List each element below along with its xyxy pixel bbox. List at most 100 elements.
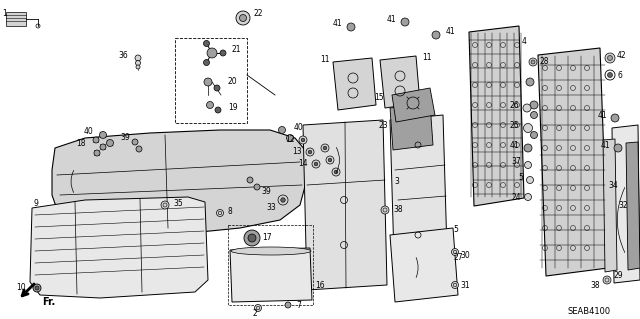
Text: 42: 42 (617, 51, 627, 61)
Bar (6, 12, 26, 26)
Polygon shape (230, 248, 312, 302)
Circle shape (432, 31, 440, 39)
Circle shape (100, 144, 106, 150)
Polygon shape (52, 130, 308, 232)
Polygon shape (538, 48, 608, 276)
Polygon shape (626, 142, 640, 270)
Circle shape (308, 150, 312, 154)
Circle shape (136, 65, 140, 69)
Text: 11: 11 (422, 53, 431, 62)
Polygon shape (390, 228, 458, 302)
Circle shape (527, 176, 534, 183)
Circle shape (136, 146, 142, 152)
Circle shape (248, 234, 256, 242)
Text: 14: 14 (298, 160, 308, 168)
Text: 41: 41 (446, 27, 456, 36)
Text: 28: 28 (540, 57, 550, 66)
Circle shape (347, 23, 355, 31)
Circle shape (334, 170, 338, 174)
Text: 17: 17 (262, 233, 271, 241)
Circle shape (204, 78, 212, 86)
Polygon shape (333, 58, 376, 110)
Circle shape (35, 286, 39, 290)
Circle shape (314, 162, 318, 166)
Polygon shape (303, 120, 387, 290)
Circle shape (531, 131, 538, 138)
Text: 41: 41 (509, 142, 519, 151)
Circle shape (531, 112, 538, 118)
Text: 19: 19 (228, 103, 237, 113)
Circle shape (607, 72, 612, 78)
Text: 31: 31 (460, 280, 470, 290)
Circle shape (33, 284, 41, 292)
Circle shape (106, 139, 113, 146)
Ellipse shape (231, 247, 311, 255)
Circle shape (94, 150, 100, 156)
Circle shape (132, 139, 138, 145)
Circle shape (278, 127, 285, 133)
Text: 20: 20 (228, 78, 237, 86)
Text: 32: 32 (618, 201, 628, 210)
Circle shape (244, 230, 260, 246)
Bar (228, 225, 313, 305)
Circle shape (255, 305, 262, 311)
Circle shape (326, 156, 334, 164)
Circle shape (301, 138, 305, 142)
Circle shape (214, 85, 220, 91)
Text: 41: 41 (597, 110, 607, 120)
Bar (175, 38, 247, 123)
Text: 38: 38 (590, 280, 600, 290)
Text: 41: 41 (387, 14, 396, 24)
Circle shape (220, 50, 226, 56)
Circle shape (135, 55, 141, 61)
Text: 5: 5 (518, 174, 523, 182)
Circle shape (523, 104, 531, 112)
Text: 15: 15 (374, 93, 384, 102)
Circle shape (605, 53, 615, 63)
Circle shape (99, 131, 106, 138)
Circle shape (306, 148, 314, 156)
Text: 10: 10 (17, 284, 26, 293)
Circle shape (524, 144, 532, 152)
Text: 22: 22 (253, 10, 262, 19)
Polygon shape (612, 125, 640, 283)
Circle shape (161, 201, 169, 209)
Text: Fr.: Fr. (42, 297, 55, 307)
Text: 39: 39 (120, 133, 130, 143)
Text: 18: 18 (77, 139, 86, 149)
Text: 3: 3 (394, 177, 399, 187)
Circle shape (526, 78, 534, 86)
Text: 38: 38 (393, 205, 403, 214)
Circle shape (254, 184, 260, 190)
Text: 4: 4 (522, 38, 527, 47)
Text: 26: 26 (509, 100, 519, 109)
Circle shape (381, 206, 389, 214)
Text: 21: 21 (232, 46, 241, 55)
Text: 35: 35 (173, 198, 183, 207)
Text: 24: 24 (511, 192, 521, 202)
Circle shape (401, 18, 409, 26)
Circle shape (204, 41, 209, 47)
Text: 13: 13 (292, 147, 302, 157)
Text: 39: 39 (261, 187, 271, 196)
Circle shape (607, 56, 612, 61)
Circle shape (407, 97, 419, 109)
Polygon shape (30, 197, 208, 298)
Text: 40: 40 (294, 122, 304, 131)
Circle shape (236, 11, 250, 25)
Circle shape (136, 61, 141, 65)
Circle shape (278, 195, 288, 205)
Circle shape (281, 198, 285, 202)
Circle shape (525, 194, 531, 201)
Text: 33: 33 (266, 203, 276, 211)
Text: 11: 11 (321, 56, 330, 64)
Circle shape (93, 137, 99, 143)
Circle shape (287, 135, 294, 142)
Circle shape (531, 60, 535, 64)
Text: 9: 9 (33, 199, 38, 209)
Text: SEAB4100: SEAB4100 (567, 308, 610, 316)
Text: 40: 40 (83, 127, 93, 136)
Text: 5: 5 (453, 226, 458, 234)
Text: 29: 29 (614, 271, 623, 279)
Circle shape (525, 161, 531, 168)
